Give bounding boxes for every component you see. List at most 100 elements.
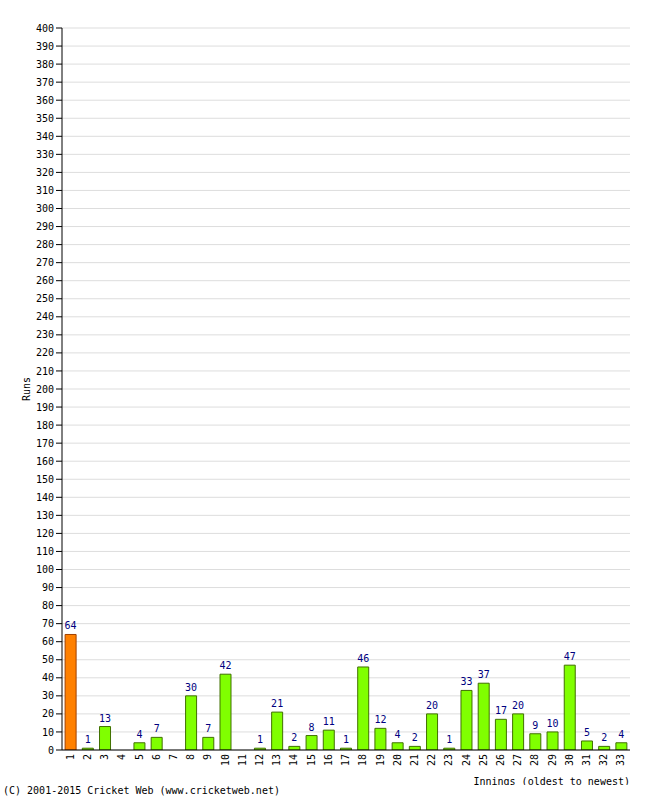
svg-text:30: 30 [564,754,575,766]
svg-text:12: 12 [374,714,386,725]
svg-text:130: 130 [36,510,54,521]
svg-text:19: 19 [375,754,386,766]
svg-text:340: 340 [36,131,54,142]
svg-text:140: 140 [36,492,54,503]
svg-text:50: 50 [42,654,54,665]
svg-text:180: 180 [36,420,54,431]
svg-text:Innings (oldest to newest): Innings (oldest to newest) [473,776,630,785]
svg-text:110: 110 [36,546,54,557]
svg-text:2: 2 [412,732,418,743]
svg-text:300: 300 [36,203,54,214]
svg-text:4: 4 [395,729,401,740]
svg-text:190: 190 [36,402,54,413]
svg-text:37: 37 [478,669,490,680]
svg-text:1: 1 [85,734,91,745]
svg-text:17: 17 [340,754,351,766]
svg-text:390: 390 [36,41,54,52]
svg-text:20: 20 [42,708,54,719]
svg-text:400: 400 [36,23,54,34]
svg-text:46: 46 [357,653,369,664]
svg-text:2: 2 [601,732,607,743]
svg-text:240: 240 [36,311,54,322]
svg-text:350: 350 [36,113,54,124]
svg-text:320: 320 [36,167,54,178]
svg-text:11: 11 [237,754,248,766]
svg-text:13: 13 [271,754,282,766]
svg-text:280: 280 [36,239,54,250]
svg-text:18: 18 [357,754,368,766]
svg-text:5: 5 [584,727,590,738]
svg-text:7: 7 [205,723,211,734]
svg-text:14: 14 [288,754,299,766]
svg-text:4: 4 [136,729,142,740]
svg-text:3: 3 [99,754,110,760]
svg-text:6: 6 [151,754,162,760]
svg-text:10: 10 [220,754,231,766]
svg-text:12: 12 [254,754,265,766]
svg-text:21: 21 [409,754,420,766]
svg-text:24: 24 [461,754,472,766]
svg-text:Runs: Runs [21,377,32,401]
svg-text:31: 31 [581,754,592,766]
svg-text:27: 27 [512,754,523,766]
svg-text:30: 30 [185,682,197,693]
svg-text:17: 17 [495,705,507,716]
svg-text:60: 60 [42,636,54,647]
svg-text:8: 8 [185,754,196,760]
svg-text:8: 8 [309,722,315,733]
svg-text:25: 25 [478,754,489,766]
svg-text:210: 210 [36,366,54,377]
svg-text:20: 20 [392,754,403,766]
svg-text:310: 310 [36,185,54,196]
svg-text:10: 10 [42,727,54,738]
svg-text:170: 170 [36,438,54,449]
svg-text:23: 23 [443,754,454,766]
svg-text:70: 70 [42,618,54,629]
svg-text:40: 40 [42,672,54,683]
svg-text:150: 150 [36,474,54,485]
svg-text:7: 7 [154,723,160,734]
svg-text:42: 42 [219,660,231,671]
svg-text:1: 1 [257,734,263,745]
svg-text:9: 9 [202,754,213,760]
svg-text:200: 200 [36,384,54,395]
svg-text:29: 29 [547,754,558,766]
svg-text:47: 47 [564,651,576,662]
svg-text:120: 120 [36,528,54,539]
svg-text:22: 22 [426,754,437,766]
svg-text:220: 220 [36,347,54,358]
svg-text:230: 230 [36,329,54,340]
svg-text:5: 5 [134,754,145,760]
svg-text:80: 80 [42,600,54,611]
svg-text:33: 33 [460,676,472,687]
svg-text:21: 21 [271,698,283,709]
svg-text:90: 90 [42,582,54,593]
svg-text:330: 330 [36,149,54,160]
svg-text:28: 28 [529,754,540,766]
svg-text:33: 33 [615,754,626,766]
svg-text:2: 2 [291,732,297,743]
svg-text:20: 20 [512,700,524,711]
svg-text:9: 9 [532,720,538,731]
svg-text:360: 360 [36,95,54,106]
svg-text:1: 1 [446,734,452,745]
svg-text:1: 1 [343,734,349,745]
svg-text:30: 30 [42,690,54,701]
svg-text:13: 13 [99,713,111,724]
svg-text:11: 11 [323,716,335,727]
svg-text:1: 1 [65,754,76,760]
svg-text:260: 260 [36,275,54,286]
svg-text:7: 7 [168,754,179,760]
svg-text:250: 250 [36,293,54,304]
svg-text:16: 16 [323,754,334,766]
svg-text:160: 160 [36,456,54,467]
svg-text:290: 290 [36,221,54,232]
svg-text:380: 380 [36,59,54,70]
svg-text:100: 100 [36,564,54,575]
svg-text:4: 4 [618,729,624,740]
svg-text:270: 270 [36,257,54,268]
svg-text:64: 64 [65,620,77,631]
svg-text:10: 10 [547,718,559,729]
svg-text:0: 0 [48,745,54,756]
svg-text:370: 370 [36,77,54,88]
